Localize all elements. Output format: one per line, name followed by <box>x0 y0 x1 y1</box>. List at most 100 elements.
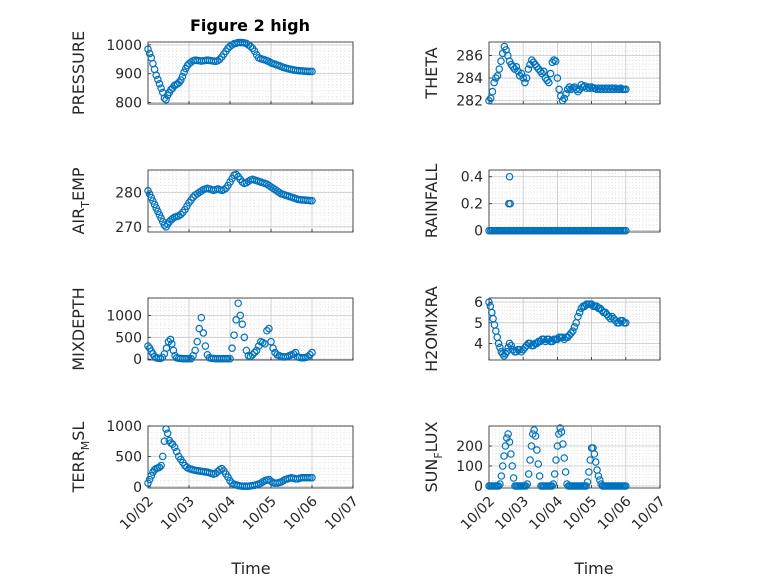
data-point <box>155 80 164 88</box>
data-point <box>549 480 558 488</box>
data-point <box>555 85 563 94</box>
data-point <box>521 78 529 87</box>
data-point <box>559 440 567 448</box>
y-axis-label: AIRTEMP <box>69 167 92 234</box>
data-point <box>154 75 162 84</box>
data-point <box>539 335 548 344</box>
y-tick-label: 0 <box>474 224 483 240</box>
data-point <box>596 476 604 484</box>
data-point <box>526 456 534 464</box>
data-point <box>556 424 564 432</box>
data-point <box>496 343 504 352</box>
data-point <box>579 83 587 91</box>
data-point <box>570 323 579 331</box>
data-point <box>494 482 503 490</box>
data-point <box>505 438 514 446</box>
data-point <box>512 63 521 71</box>
data-point <box>168 214 177 223</box>
data-point <box>197 187 206 195</box>
data-point <box>586 84 594 93</box>
x-axis-label-left: Time <box>230 559 270 578</box>
subplot-pressure: 800 900 1000 PRESSURE <box>69 31 354 115</box>
data-point <box>509 63 517 71</box>
data-point <box>590 450 599 458</box>
data-point <box>501 442 510 450</box>
data-point <box>144 479 152 487</box>
data-point <box>563 85 572 94</box>
y-axis-label: RAINFALL <box>422 164 441 239</box>
x-tick-label: 10/05 <box>240 494 280 534</box>
data-point <box>172 447 181 456</box>
data-point <box>560 94 569 103</box>
data-point <box>485 298 493 306</box>
data-point <box>199 329 208 337</box>
data-point <box>494 339 503 348</box>
data-point <box>238 320 247 328</box>
data-point <box>230 331 238 339</box>
x-tick-label: 10/06 <box>595 493 635 533</box>
y-axis-label: PRESSURE <box>69 31 88 115</box>
y-tick-label: 0 <box>133 352 142 368</box>
data-point <box>575 308 584 317</box>
y-axis-label: SUNFLUX <box>422 421 445 492</box>
subplot-air-temp: 270 280 AIRTEMP <box>69 167 354 236</box>
data-point <box>550 56 558 64</box>
data-point <box>574 312 582 321</box>
data-point <box>523 480 532 488</box>
y-tick-label: 0 <box>133 480 142 496</box>
data-point <box>250 47 259 56</box>
data-point <box>180 68 188 77</box>
x-tick-label: 10/06 <box>281 493 321 533</box>
data-point <box>265 324 273 333</box>
data-point <box>508 462 517 470</box>
data-point <box>561 468 570 476</box>
data-point <box>560 454 569 462</box>
data-point <box>553 74 562 82</box>
data-point <box>308 196 316 205</box>
y-tick-label: 282 <box>456 94 483 110</box>
data-point <box>304 352 312 361</box>
data-point <box>147 472 156 480</box>
y-tick-label: 0.4 <box>461 170 483 186</box>
data-point <box>144 342 152 350</box>
data-point <box>160 221 169 229</box>
data-point <box>240 333 249 342</box>
data-point <box>226 354 234 363</box>
data-point <box>178 72 187 81</box>
data-point <box>162 95 170 104</box>
axes-box <box>488 297 661 361</box>
data-point <box>534 460 543 468</box>
data-point <box>213 56 222 65</box>
data-point <box>506 199 515 208</box>
data-point <box>496 480 504 488</box>
y-tick-label: 270 <box>115 220 142 236</box>
x-tick-label: 10/05 <box>561 494 601 534</box>
data-point <box>610 85 618 94</box>
y-tick-label: 286 <box>456 49 483 65</box>
data-point <box>505 172 514 181</box>
data-point <box>524 470 533 478</box>
x-tick-label: 10/04 <box>526 493 566 533</box>
data-point <box>220 185 228 194</box>
y-tick-label: 280 <box>115 185 142 201</box>
data-point <box>558 333 567 342</box>
data-point <box>545 78 553 87</box>
data-point <box>497 57 505 65</box>
data-point <box>522 482 530 490</box>
y-tick-label: 284 <box>456 71 483 87</box>
data-point <box>548 58 557 67</box>
x-tick-label: 10/04 <box>199 493 239 533</box>
data-point <box>224 473 232 481</box>
data-point <box>539 67 548 76</box>
data-point <box>308 67 316 76</box>
data-point <box>548 482 556 490</box>
y-tick-label: 0 <box>474 479 483 495</box>
data-point <box>585 468 593 476</box>
data-point <box>195 324 204 333</box>
data-point <box>616 84 625 93</box>
data-point <box>308 473 316 482</box>
y-tick-label: 1000 <box>106 38 142 54</box>
data-point <box>193 337 202 346</box>
data-point <box>572 85 581 94</box>
y-axis-label: THETA <box>422 47 441 99</box>
